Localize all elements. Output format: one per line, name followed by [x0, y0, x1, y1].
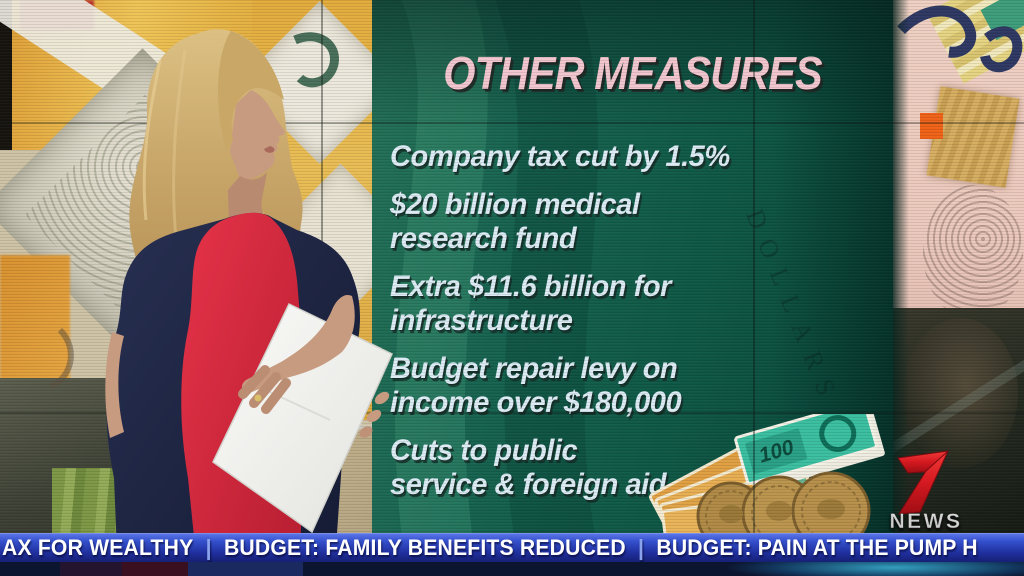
- video-wall-seam: [753, 0, 755, 533]
- list-item: Budget repair levy on income over $180,0…: [390, 352, 856, 420]
- measures-list: Company tax cut by 1.5% $20 billion medi…: [390, 140, 856, 516]
- wall-edge-shape: [0, 0, 12, 150]
- ticker-text: AX FOR WEALTHY | BUDGET: FAMILY BENEFITS R…: [2, 535, 978, 561]
- budget-measures-panel: DOLLARS OTHER MEASURES Company tax cut b…: [372, 0, 893, 576]
- ticker-segment: AX FOR WEALTHY: [2, 535, 194, 560]
- list-item-line: service & foreign aid: [390, 468, 667, 501]
- ticker-segment: BUDGET: FAMILY BENEFITS REDUCED: [223, 535, 626, 560]
- list-item-line: Company tax cut by 1.5%: [390, 140, 730, 173]
- banknote-portrait-etching: [923, 185, 1023, 320]
- video-wall-seam: [0, 412, 1024, 414]
- list-item-line: infrastructure: [390, 304, 573, 337]
- list-item-line: $20 billion medical: [390, 188, 640, 221]
- list-item: $20 billion medical research fund: [390, 188, 856, 256]
- list-item-line: income over $180,000: [390, 386, 682, 419]
- seven-news-logo: NEWS: [889, 450, 963, 532]
- video-wall-seam: [0, 122, 1024, 124]
- currency-wall-left: [0, 0, 372, 576]
- list-item: Cuts to public service & foreign aid: [390, 434, 856, 502]
- list-item: Extra $11.6 billion for infrastructure: [390, 270, 856, 338]
- panel-edge-shadow: [893, 0, 909, 576]
- news-wordmark: NEWS: [890, 510, 963, 532]
- ticker-separator: |: [638, 535, 645, 560]
- list-item-line: Budget repair levy on: [390, 352, 678, 385]
- banknote-portrait-shadow: [903, 318, 1018, 468]
- video-wall-seam: [321, 0, 323, 533]
- list-item: Company tax cut by 1.5%: [390, 140, 856, 174]
- seven-network-7-icon: [897, 450, 949, 515]
- list-item-line: research fund: [390, 222, 577, 255]
- cyan-glow: [700, 562, 1024, 576]
- ticker-segment: BUDGET: PAIN AT THE PUMP H: [656, 535, 978, 560]
- video-edge-block: [122, 562, 188, 576]
- video-edge-block: [60, 562, 122, 576]
- list-item-line: Cuts to public: [390, 434, 578, 467]
- panel-title: OTHER MEASURES: [443, 47, 822, 99]
- banknote-orange-square: [920, 113, 943, 139]
- video-edge-block: [188, 562, 303, 576]
- banknote-glyph-curls: [48, 32, 339, 389]
- list-item-line: Extra $11.6 billion for: [390, 270, 672, 303]
- money-notes-and-coins-icon: 100: [649, 414, 885, 540]
- ticker-separator: |: [205, 535, 212, 560]
- news-ticker-bar: AX FOR WEALTHY | BUDGET: FAMILY BENEFITS R…: [0, 533, 1024, 563]
- bottom-edge-strip: [0, 562, 1024, 576]
- banknote-numeral-curls: [897, 5, 1023, 73]
- gold-coins-icon: [696, 471, 871, 540]
